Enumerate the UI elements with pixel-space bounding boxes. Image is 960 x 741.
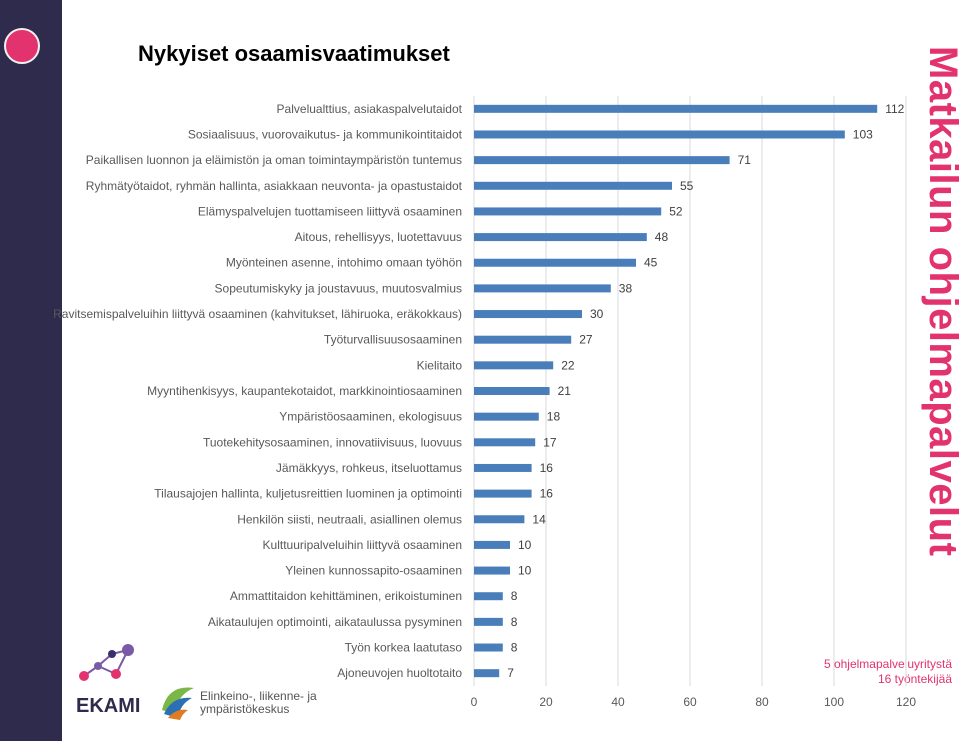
value-label-9: 27 — [579, 333, 593, 347]
value-label-20: 8 — [511, 615, 518, 629]
value-label-12: 18 — [547, 410, 561, 424]
bar-20 — [474, 617, 503, 626]
note-companies: 5 ohjelmapalveluyritystä — [823, 657, 952, 671]
bar-1 — [474, 130, 845, 139]
bar-15 — [474, 489, 532, 498]
bar-5 — [474, 233, 647, 242]
bar-17 — [474, 540, 510, 549]
category-label-3: Ryhmätyötaidot, ryhmän hallinta, asiakka… — [86, 179, 463, 193]
bar-18 — [474, 566, 510, 575]
ely-logo-text: Elinkeino-, liikenne- ja ympäristökeskus — [200, 690, 317, 716]
bar-2 — [474, 156, 730, 165]
category-label-19: Ammattitaidon kehittäminen, erikoistumin… — [230, 589, 462, 603]
category-label-15: Tilausajojen hallinta, kuljetusreittien … — [154, 487, 462, 501]
bar-4 — [474, 207, 662, 216]
category-label-0: Palvelualttius, asiakaspalvelutaidot — [277, 102, 463, 116]
value-label-3: 55 — [680, 179, 694, 193]
bar-19 — [474, 592, 503, 601]
bar-14 — [474, 463, 532, 472]
bar-9 — [474, 335, 572, 344]
category-label-2: Paikallisen luonnon ja eläimistön ja oma… — [86, 153, 462, 167]
category-label-14: Jämäkkyys, rohkeus, itseluottamus — [276, 461, 462, 475]
value-label-18: 10 — [518, 564, 532, 578]
category-label-5: Aitous, rehellisyys, luotettavuus — [295, 230, 462, 244]
bar-7 — [474, 284, 611, 293]
ely-line-1: Elinkeino-, liikenne- ja — [200, 689, 317, 703]
value-label-4: 52 — [669, 204, 683, 218]
pink-circle-icon — [4, 28, 40, 64]
category-label-12: Ympäristöosaaminen, ekologisuus — [279, 410, 462, 424]
value-label-10: 22 — [561, 358, 575, 372]
category-label-17: Kulttuuripalveluihin liittyvä osaaminen — [263, 538, 462, 552]
value-label-1: 103 — [853, 127, 873, 141]
note-employees: 16 työntekijää — [877, 672, 952, 686]
category-label-21: Työn korkea laatutaso — [345, 641, 463, 655]
bar-16 — [474, 515, 525, 524]
bar-3 — [474, 181, 672, 190]
bar-8 — [474, 310, 582, 319]
x-tick-label-3: 60 — [683, 695, 697, 709]
x-tick-label-4: 80 — [755, 695, 769, 709]
category-label-7: Sopeutumiskyky ja joustavuus, muutosvalm… — [215, 281, 462, 295]
bar-11 — [474, 387, 550, 395]
x-tick-label-6: 120 — [896, 695, 916, 709]
value-label-19: 8 — [511, 589, 518, 603]
value-label-21: 8 — [511, 641, 518, 655]
value-label-0: 112 — [885, 102, 904, 116]
side-title: Matkailun ohjelmapalvelut — [921, 46, 960, 557]
bar-12 — [474, 412, 539, 421]
bar-21 — [474, 643, 503, 652]
category-label-11: Myyntihenkisyys, kaupantekotaidot, markk… — [147, 384, 462, 398]
value-label-15: 16 — [540, 487, 554, 501]
category-label-9: Työturvallisuusosaaminen — [324, 333, 462, 347]
bar-6 — [474, 258, 636, 267]
category-label-10: Kielitaito — [417, 358, 463, 372]
category-label-13: Tuotekehitysosaaminen, innovatiivisuus, … — [203, 435, 462, 449]
category-label-6: Myönteinen asenne, intohimo omaan työhön — [226, 256, 462, 270]
value-label-7: 38 — [619, 281, 633, 295]
value-label-14: 16 — [540, 461, 554, 475]
value-label-13: 17 — [543, 435, 557, 449]
bar-10 — [474, 361, 554, 370]
x-tick-label-2: 40 — [611, 695, 625, 709]
category-label-22: Ajoneuvojen huoltotaito — [337, 666, 462, 680]
x-tick-label-1: 20 — [539, 695, 553, 709]
value-label-8: 30 — [590, 307, 604, 321]
bar-13 — [474, 438, 536, 447]
page-title: Nykyiset osaamisvaatimukset — [138, 41, 450, 66]
ely-logo-icon — [162, 687, 194, 720]
category-label-20: Aikataulujen optimointi, aikataulussa py… — [208, 615, 462, 629]
value-label-22: 7 — [507, 666, 514, 680]
ekami-logo: EKAMI — [76, 644, 140, 717]
category-label-8: Ravitsemispalveluihin liittyvä osaaminen… — [53, 307, 462, 321]
ekami-logo-text: EKAMI — [76, 695, 140, 717]
value-label-6: 45 — [644, 256, 658, 270]
category-label-16: Henkilön siisti, neutraali, asiallinen o… — [237, 512, 462, 526]
value-label-11: 21 — [558, 384, 572, 398]
x-tick-label-5: 100 — [824, 695, 844, 709]
category-label-4: Elämyspalvelujen tuottamiseen liittyvä o… — [198, 204, 462, 218]
left-sidebar — [0, 0, 62, 741]
value-label-2: 71 — [738, 153, 752, 167]
bar-0 — [474, 104, 878, 113]
ely-line-2: ympäristökeskus — [200, 702, 290, 716]
category-label-1: Sosiaalisuus, vuorovaikutus- ja kommunik… — [188, 127, 463, 141]
bar-22 — [474, 669, 500, 678]
value-label-16: 14 — [532, 512, 546, 526]
category-label-18: Yleinen kunnossapito-osaaminen — [285, 564, 462, 578]
value-label-5: 48 — [655, 230, 669, 244]
x-tick-label-0: 0 — [471, 695, 478, 709]
value-label-17: 10 — [518, 538, 532, 552]
